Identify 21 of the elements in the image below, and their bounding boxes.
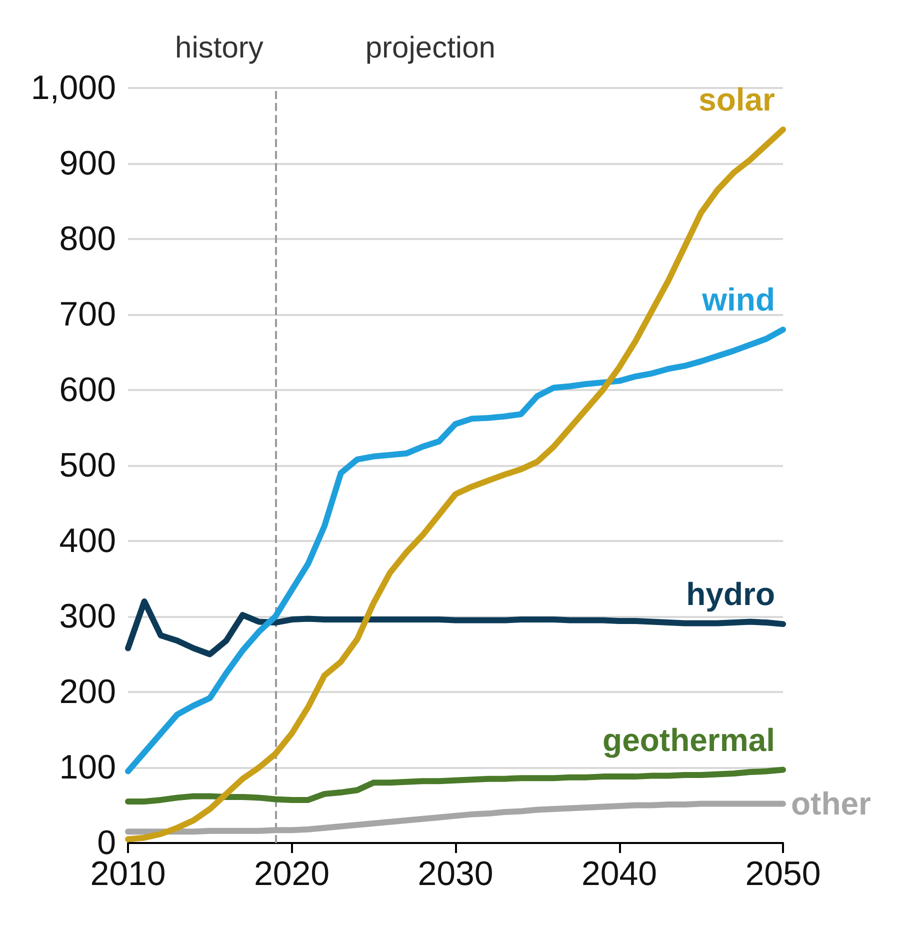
y-tick-label: 300 [59,598,116,636]
text: history [175,32,264,64]
x-tick-label: 2040 [581,855,658,893]
y-tick-label: 500 [59,446,116,484]
series-label: other [791,786,871,822]
y-tick-label: 100 [59,748,116,786]
y-tick-label: 600 [59,371,116,409]
x-tick-label: 2030 [418,855,494,893]
series-label: wind [701,282,775,318]
y-tick-label: 1,000 [30,69,116,107]
y-tick-label: 700 [59,296,116,334]
y-tick-label: 400 [59,522,116,560]
text: projection [365,32,496,64]
y-tick-label: 800 [59,220,116,258]
series-label: solar [698,82,775,118]
series-label: geothermal [602,722,775,758]
series-label: hydro [686,576,775,612]
x-tick-label: 2020 [254,855,330,893]
y-tick-label: 200 [59,673,116,711]
x-tick-label: 2050 [745,855,821,893]
y-tick-label: 900 [59,144,116,182]
